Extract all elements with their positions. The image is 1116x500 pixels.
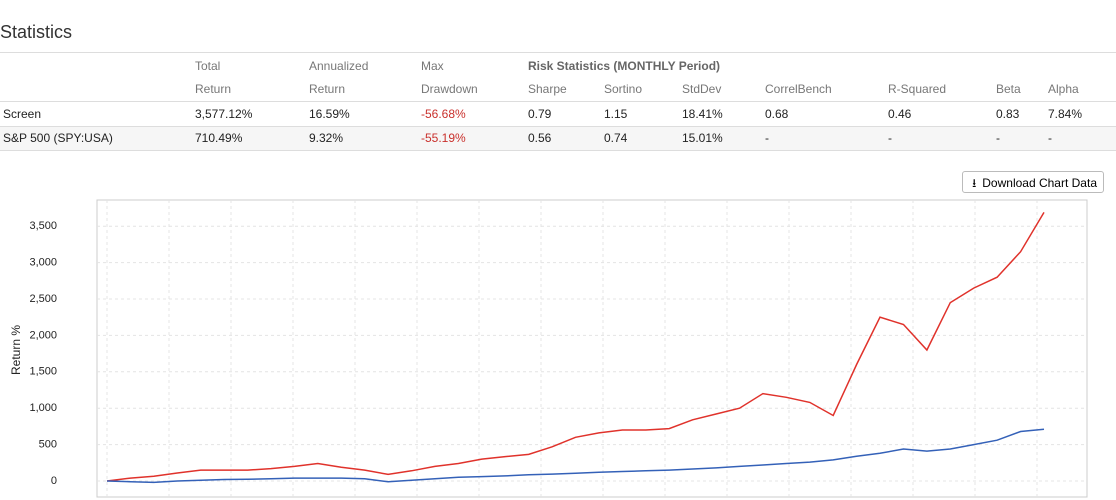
title: Statistics (0, 22, 73, 42)
table-cell: - (888, 131, 892, 145)
rule (0, 126, 1116, 127)
table-cell: -55.19% (421, 131, 466, 145)
line-series (106, 212, 1045, 482)
table-cell: 1.15 (604, 107, 628, 121)
header-cell: Alpha (1048, 82, 1079, 96)
table-cell: 0.79 (528, 107, 552, 121)
row-bg (0, 126, 1116, 150)
y-tick-label: 1,500 (29, 366, 57, 378)
table-cell: -56.68% (421, 107, 466, 121)
table-cell: 9.32% (309, 131, 344, 145)
table-cell: 15.01% (682, 131, 723, 145)
table-cell: 18.41% (682, 107, 723, 121)
table-cell: - (1048, 131, 1052, 145)
table-cell: 0.68 (765, 107, 789, 121)
header-cell: Total (195, 59, 221, 73)
y-tick-label: 0 (51, 475, 57, 487)
y-tick-label: 3,500 (29, 220, 57, 232)
table-cell: 710.49% (195, 131, 243, 145)
header-cell: Sortino (604, 82, 643, 96)
y-tick-label: 500 (39, 438, 57, 450)
header-cell: CorrelBench (765, 82, 832, 96)
table-cell: 0.46 (888, 107, 912, 121)
table-cell: 0.83 (996, 107, 1020, 121)
header-cell: Annualized (309, 59, 369, 73)
header-cell: StdDev (682, 82, 722, 96)
y-tick-label: 1,000 (29, 402, 57, 414)
header-cell: Beta (996, 82, 1021, 96)
table-cell: 7.84% (1048, 107, 1083, 121)
rule (0, 101, 1116, 102)
header-cell: Return (195, 82, 232, 96)
table-cell: 0.74 (604, 131, 628, 145)
table-cell: 16.59% (309, 107, 350, 121)
header-cell: Drawdown (421, 82, 478, 96)
table-cell: 0.56 (528, 131, 552, 145)
table-cell: 3,577.12% (195, 107, 253, 121)
table-cell: - (996, 131, 1000, 145)
download-button[interactable]: ⭳ Download Chart Data (962, 171, 1104, 193)
y-axis-label: Return % (9, 325, 23, 375)
line-series (106, 428, 1045, 484)
button-label: Download Chart Data (982, 176, 1097, 190)
plot-frame (96, 199, 1088, 498)
header-cell: Max (421, 59, 444, 73)
rule (0, 150, 1116, 151)
y-tick-label: 2,000 (29, 329, 57, 341)
table-cell: - (765, 131, 769, 145)
rule (0, 52, 1116, 53)
header-cell: R-Squared (888, 82, 947, 96)
y-tick-label: 3,000 (29, 257, 57, 269)
header-cell: Risk Statistics (MONTHLY Period) (528, 59, 721, 73)
y-tick-label: 2,500 (29, 293, 57, 305)
header-cell: Return (309, 82, 346, 96)
table-cell: S&P 500 (SPY:USA) (3, 131, 113, 145)
table-cell: Screen (3, 107, 42, 121)
header-cell: Sharpe (528, 82, 567, 96)
